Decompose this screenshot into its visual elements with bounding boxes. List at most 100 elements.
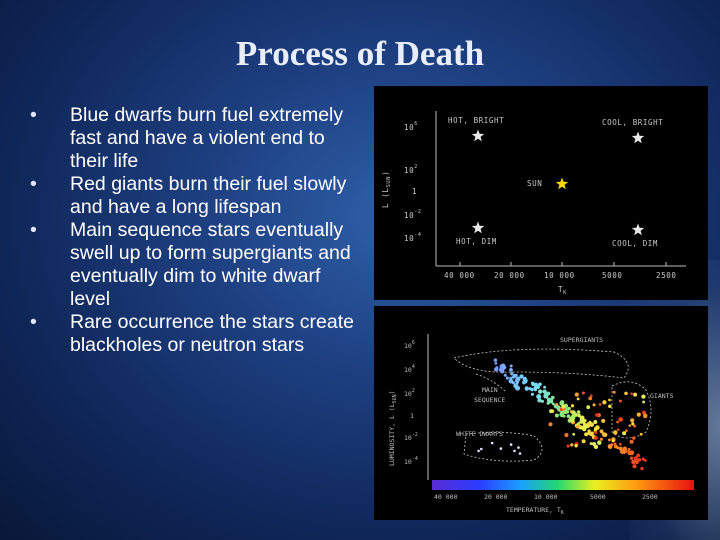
- hr-diagram-schematic: L (LSUN) 106 102 1 10-2 10-4 40 000 20 0…: [374, 86, 708, 300]
- main-sequence-star: [503, 373, 507, 377]
- temperature-spectrum-bar: [432, 480, 694, 490]
- label-hot-bright: HOT, BRIGHT: [448, 116, 504, 125]
- main-sequence-star: [554, 413, 559, 418]
- giant-star: [564, 433, 569, 438]
- y-tick-label: 106: [404, 121, 418, 132]
- giant-star: [561, 404, 566, 409]
- giant-star: [588, 420, 592, 424]
- giant-star: [593, 420, 598, 424]
- main-sequence-star: [513, 383, 519, 389]
- main-sequence-star: [550, 395, 555, 400]
- main-sequence-star: [632, 464, 637, 469]
- main-sequence-star: [586, 422, 590, 426]
- main-sequence-star: [543, 385, 547, 389]
- x-tick-label: 5000: [590, 493, 606, 501]
- main-sequence-star: [551, 402, 555, 406]
- star-cool-dim: [631, 223, 645, 236]
- giant-star: [576, 397, 580, 401]
- x-axis-label: TK: [558, 285, 567, 296]
- main-sequence-star: [581, 419, 586, 424]
- bullet-item: • Blue dwarfs burn fuel extremely fast an…: [24, 104, 364, 173]
- y-tick-label: 10-4: [404, 232, 421, 243]
- main-sequence-star: [608, 438, 611, 442]
- giant-star: [611, 439, 615, 443]
- giant-star: [586, 405, 591, 410]
- bullet-text: Red giants burn their fuel slowly and ha…: [70, 173, 347, 218]
- giant-star: [632, 436, 636, 440]
- main-sequence-star: [546, 397, 552, 403]
- giant-star: [631, 422, 635, 426]
- main-sequence-star: [560, 413, 564, 418]
- bullet-dot: •: [30, 104, 37, 126]
- main-sequence-star: [530, 392, 534, 396]
- giant-star: [575, 424, 580, 429]
- giant-star: [618, 399, 622, 403]
- main-sequence-star: [514, 378, 520, 383]
- hr-schematic-svg: L (LSUN) 106 102 1 10-2 10-4 40 000 20 0…: [381, 111, 686, 296]
- label-supergiants: SUPERGIANTS: [560, 336, 603, 344]
- main-sequence-star: [637, 458, 642, 462]
- main-sequence-star: [522, 376, 528, 382]
- giant-star: [618, 417, 623, 422]
- giant-star: [619, 442, 622, 446]
- main-sequence-pointer: [475, 373, 507, 393]
- main-sequence-star: [542, 389, 547, 394]
- star-cool-bright: [631, 131, 645, 144]
- main-sequence-star: [566, 414, 571, 419]
- giant-star: [641, 394, 646, 399]
- main-sequence-star: [537, 389, 543, 394]
- main-sequence-star: [571, 414, 576, 419]
- main-sequence-star: [556, 405, 561, 410]
- white-dwarf-star: [509, 443, 513, 446]
- bullet-dot: •: [30, 311, 37, 333]
- main-sequence-star: [493, 358, 498, 362]
- x-tick-label: 20 000: [484, 493, 508, 501]
- main-sequence-star: [559, 400, 565, 405]
- main-sequence-star: [627, 450, 632, 456]
- giant-star: [574, 444, 578, 448]
- giant-star: [630, 418, 635, 423]
- giant-star: [597, 440, 602, 445]
- bullet-dot: •: [30, 173, 37, 195]
- giant-star: [616, 420, 619, 424]
- bullet-text: Rare occurrence the stars create blackho…: [70, 311, 354, 356]
- main-sequence-star: [505, 376, 509, 380]
- main-sequence-star: [587, 429, 591, 433]
- y-axis-label: LUMINOSITY, L (LSUN): [388, 390, 398, 466]
- main-sequence-star: [629, 456, 634, 461]
- x-tick-label: 2500: [656, 271, 676, 280]
- y-tick-label: 102: [404, 164, 418, 175]
- giant-star: [592, 403, 596, 407]
- main-sequence-star: [627, 447, 631, 451]
- giant-star: [595, 413, 599, 417]
- main-sequence-star: [498, 367, 504, 373]
- main-sequence-star: [501, 363, 506, 368]
- x-tick-label: 40 000: [434, 493, 458, 501]
- main-sequence-star: [643, 458, 647, 462]
- giant-star: [622, 431, 627, 436]
- x-tick-label: 2500: [642, 493, 658, 501]
- x-tick-label: 40 000: [444, 271, 475, 280]
- y-axis-label: L (LSUN): [381, 171, 392, 208]
- main-sequence-star: [581, 426, 586, 431]
- label-white-dwarfs: WHITE DWARFS: [456, 430, 503, 438]
- main-sequence-star: [599, 429, 604, 434]
- white-dwarf-star: [477, 449, 480, 453]
- giant-star: [599, 437, 604, 441]
- white-dwarf-star: [517, 446, 520, 449]
- giant-star: [572, 432, 576, 436]
- white-dwarf-star: [499, 447, 503, 450]
- slide-title: Process of Death: [235, 34, 485, 73]
- star-hot-bright: [471, 129, 485, 142]
- main-sequence-star: [537, 398, 542, 403]
- giant-star: [589, 442, 593, 446]
- x-tick-label: 10 000: [544, 271, 575, 280]
- giant-star: [549, 409, 554, 414]
- giant-star: [639, 432, 643, 436]
- main-sequence-star: [524, 386, 530, 391]
- label-hot-dim: HOT, DIM: [456, 237, 497, 246]
- giants-outline: [611, 381, 652, 439]
- giant-star: [625, 429, 628, 433]
- main-sequence-star: [620, 449, 625, 454]
- x-tick-label: 10 000: [534, 493, 558, 501]
